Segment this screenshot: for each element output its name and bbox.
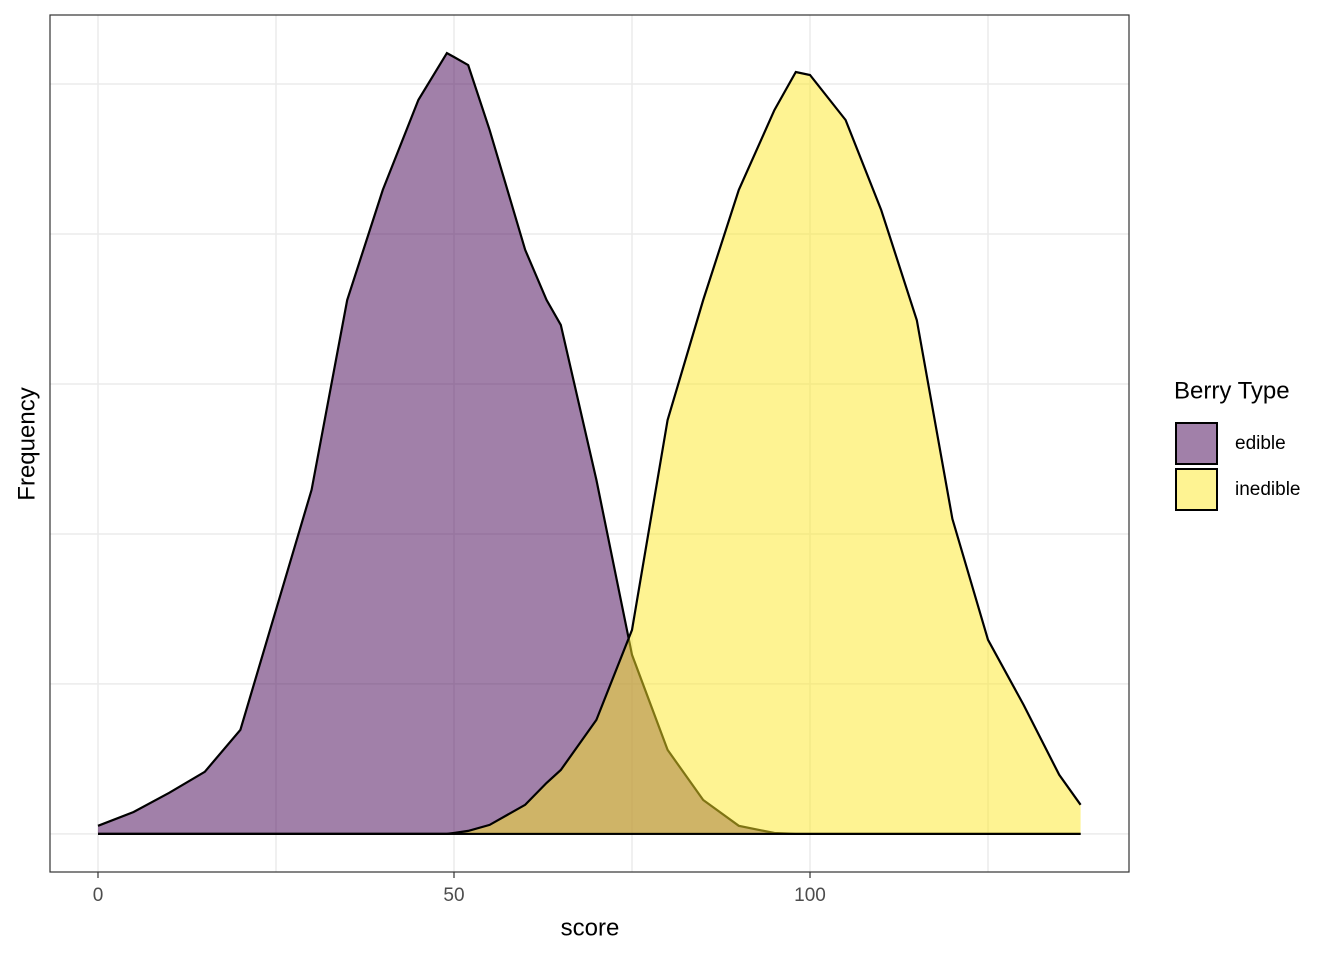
legend-title: Berry Type — [1174, 377, 1290, 404]
y-axis-label: Frequency — [13, 387, 40, 500]
panel-border — [49, 14, 1130, 873]
density-area — [97, 53, 1081, 834]
density-line — [98, 70, 1082, 835]
density-area — [97, 72, 1081, 834]
x-tick-label: 50 — [443, 885, 464, 906]
legend-key — [1175, 422, 1218, 465]
x-axis-label: score — [561, 914, 620, 941]
legend-key — [1175, 468, 1218, 511]
x-tick-label: 0 — [93, 885, 104, 906]
legend-label: edible — [1235, 433, 1286, 454]
legend-label: inedible — [1235, 479, 1301, 500]
x-tick-label: 100 — [794, 885, 826, 906]
